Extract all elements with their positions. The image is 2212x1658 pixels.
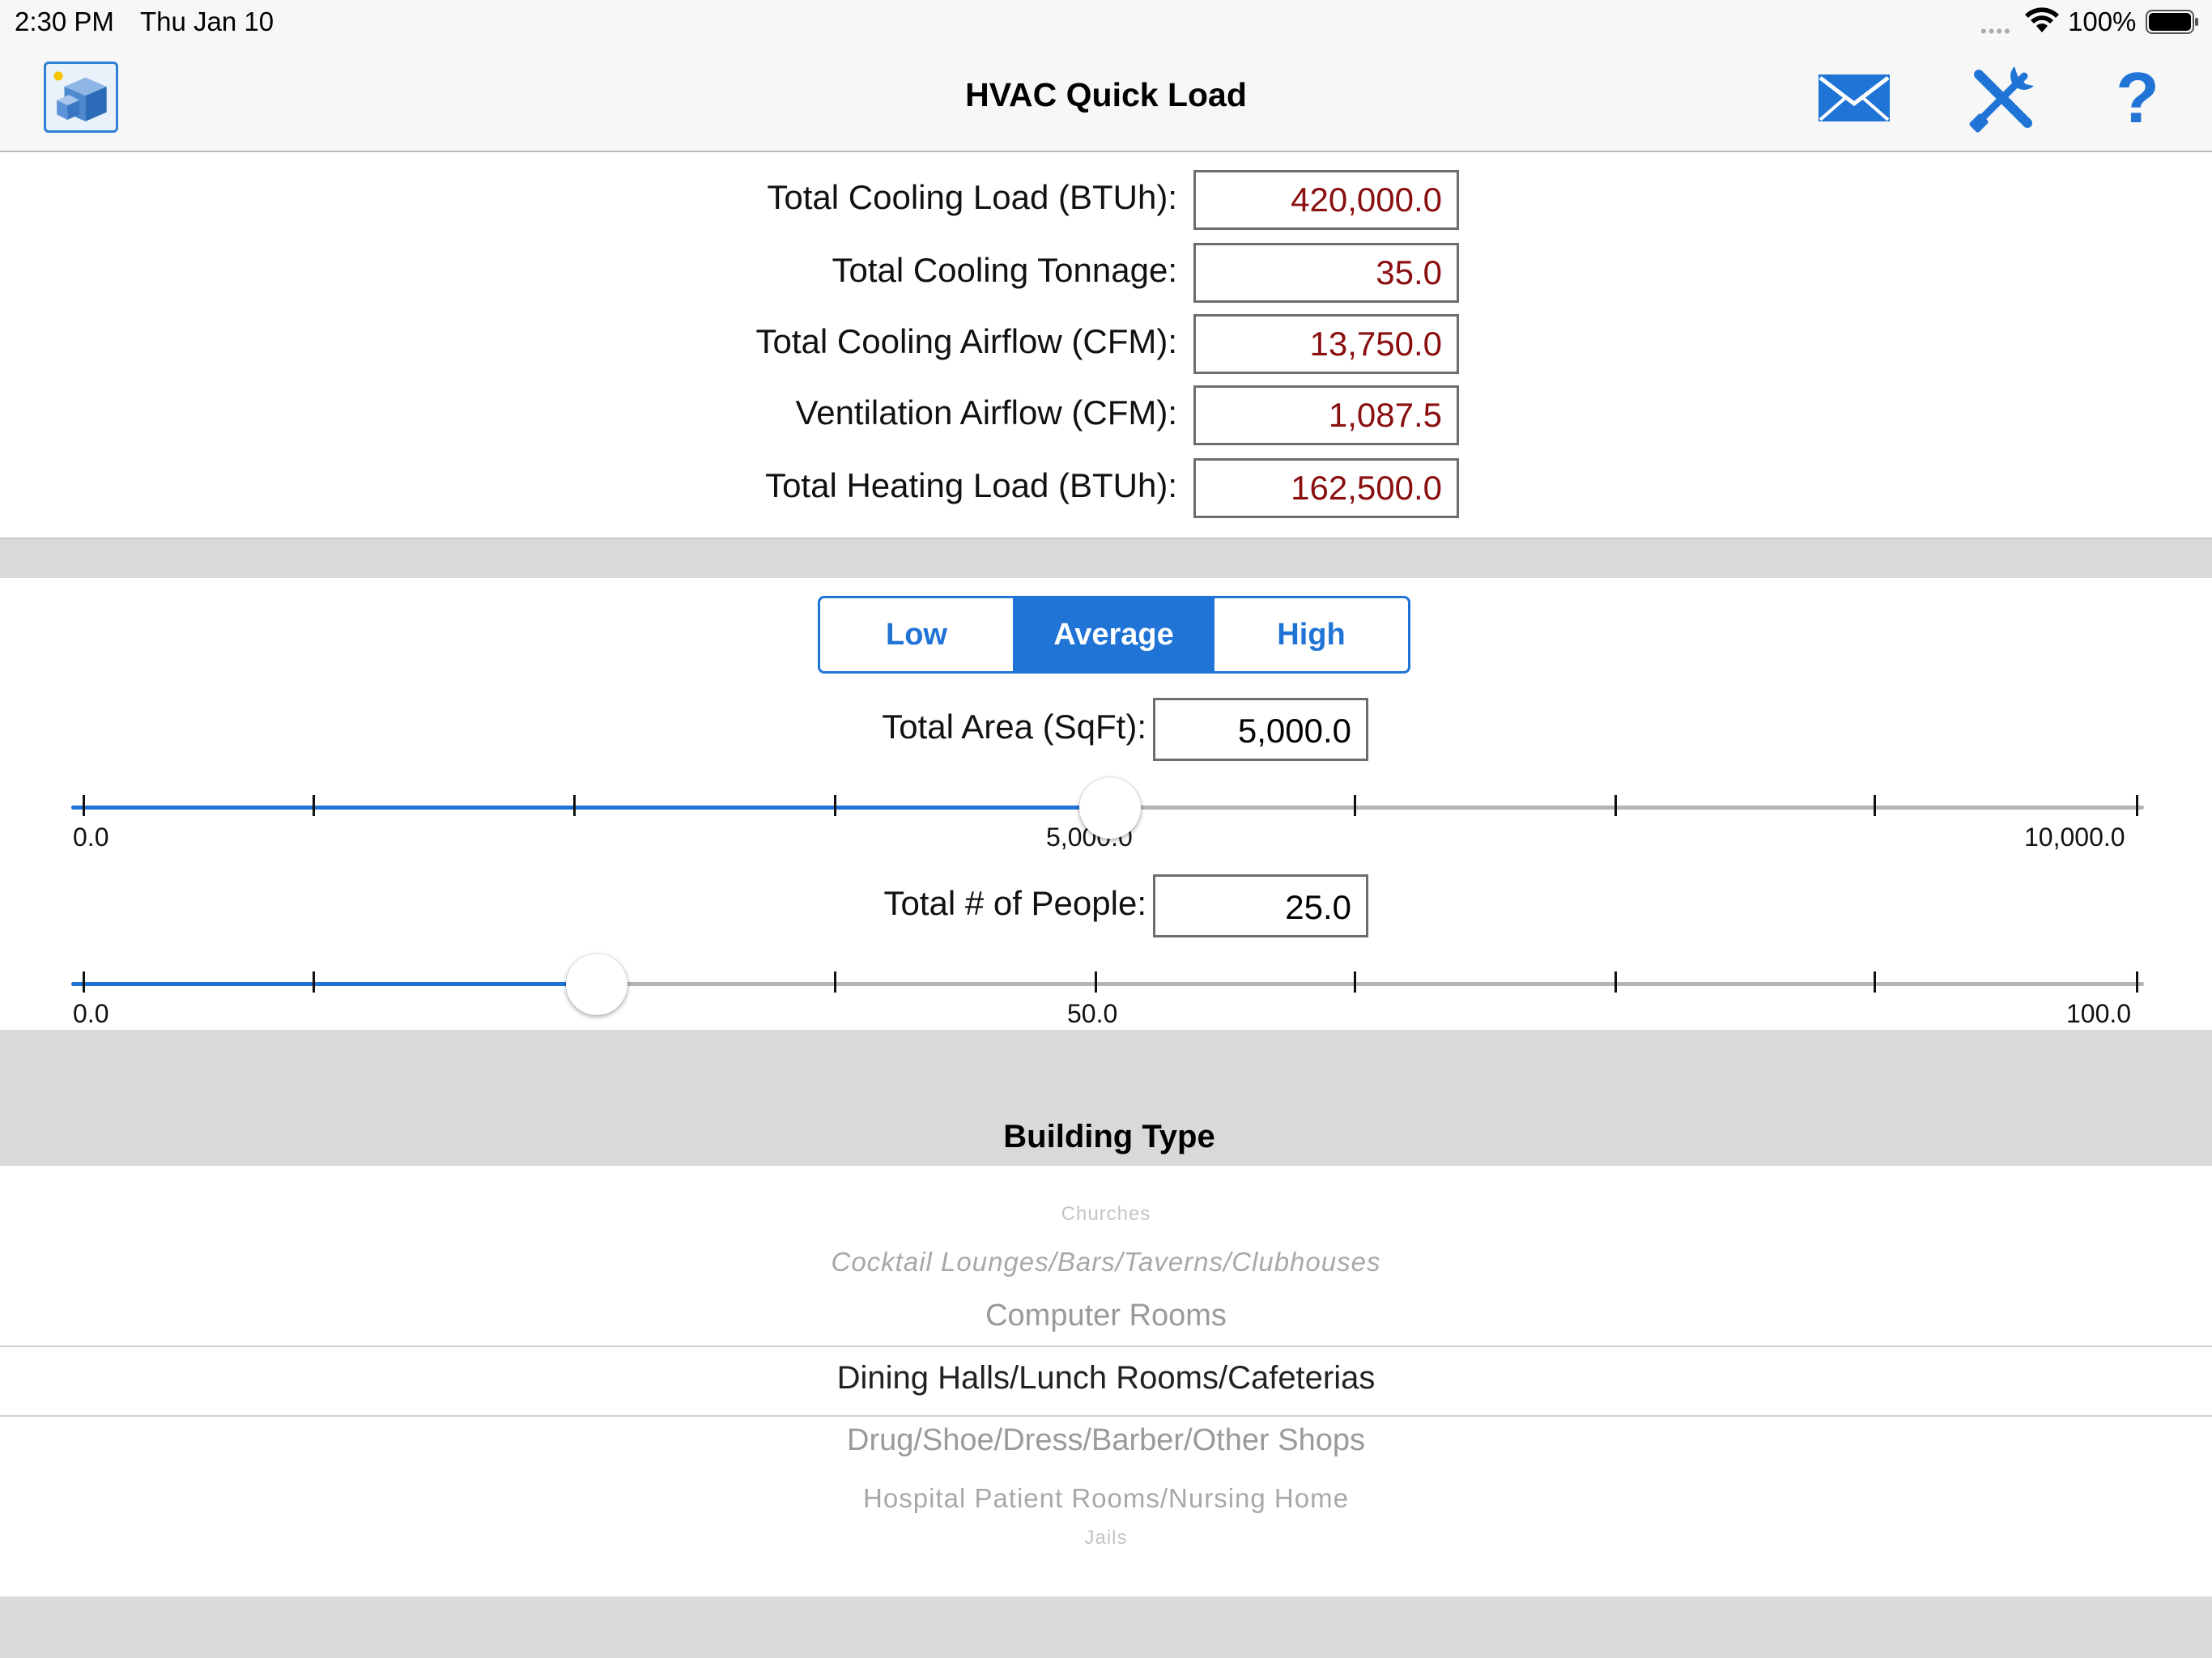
- battery-percent: 100%: [2068, 6, 2137, 36]
- picker-item[interactable]: Jails: [1084, 1527, 1128, 1549]
- result-row-cooling-airflow: Total Cooling Airflow (CFM): 13,750.0: [0, 314, 2212, 374]
- picker-item[interactable]: Drug/Shoe/Dress/Barber/Other Shops: [847, 1423, 1365, 1457]
- slider-tick: [1354, 795, 1356, 816]
- result-label: Total Cooling Airflow (CFM):: [755, 322, 1177, 360]
- battery-icon: [2146, 10, 2198, 34]
- email-button[interactable]: [1817, 71, 1891, 125]
- slider-tick: [313, 971, 315, 993]
- status-time: 2:30 PM: [15, 6, 114, 36]
- slider-fill: [71, 806, 1110, 810]
- result-row-ventilation-airflow: Ventilation Airflow (CFM): 1,087.5: [0, 385, 2212, 445]
- people-slider[interactable]: 0.0 50.0 100.0: [71, 952, 2144, 1028]
- result-value: 13,750.0: [1309, 325, 1443, 363]
- slider-min-label: 0.0: [73, 999, 109, 1028]
- slider-tick: [834, 971, 836, 993]
- slider-tick: [2136, 795, 2138, 816]
- slider-track: [71, 982, 2144, 986]
- result-label: Total Cooling Tonnage:: [832, 251, 1177, 289]
- slider-thumb[interactable]: [565, 954, 627, 1015]
- slider-fill: [71, 982, 597, 986]
- slider-tick: [1874, 971, 1876, 993]
- area-value: 5,000.0: [1237, 712, 1351, 750]
- help-button[interactable]: ?: [2116, 57, 2159, 138]
- result-field: 35.0: [1193, 243, 1459, 303]
- result-label: Total Heating Load (BTUh):: [765, 466, 1177, 504]
- slider-tick: [573, 795, 576, 816]
- status-date: Thu Jan 10: [140, 6, 274, 36]
- result-field: 13,750.0: [1193, 314, 1459, 374]
- wifi-icon: [2025, 7, 2059, 32]
- people-label: Total # of People:: [883, 884, 1146, 922]
- signal-dots-icon: ••••: [1980, 21, 2012, 41]
- page-title: HVAC Quick Load: [965, 76, 1247, 113]
- result-value: 162,500.0: [1291, 469, 1442, 507]
- app-menu-button[interactable]: [44, 62, 118, 133]
- picker-selection-row: Dining Halls/Lunch Rooms/Cafeterias: [0, 1346, 2212, 1417]
- slider-min-label: 0.0: [73, 823, 109, 852]
- slider-tick: [1354, 971, 1356, 993]
- result-row-cooling-load: Total Cooling Load (BTUh): 420,000.0: [0, 170, 2212, 230]
- result-row-cooling-tonnage: Total Cooling Tonnage: 35.0: [0, 243, 2212, 303]
- result-field: 1,087.5: [1193, 385, 1459, 445]
- segment-low[interactable]: Low: [886, 617, 947, 652]
- picker-item-selected[interactable]: Dining Halls/Lunch Rooms/Cafeterias: [836, 1360, 1376, 1396]
- slider-tick: [83, 795, 85, 816]
- building-type-picker[interactable]: Churches Cocktail Lounges/Bars/Taverns/C…: [0, 1166, 2212, 1596]
- slider-max-label: 10,000.0: [2024, 823, 2125, 852]
- result-value: 35.0: [1376, 253, 1442, 291]
- people-input[interactable]: 25.0: [1153, 874, 1368, 937]
- picker-item[interactable]: Hospital Patient Rooms/Nursing Home: [863, 1483, 1349, 1513]
- result-value: 1,087.5: [1328, 396, 1442, 434]
- settings-button[interactable]: [1967, 63, 2037, 133]
- people-value: 25.0: [1285, 888, 1351, 926]
- picker-item[interactable]: Churches: [1061, 1203, 1151, 1225]
- tools-icon: [1969, 66, 2034, 133]
- result-label: Total Cooling Load (BTUh):: [767, 178, 1177, 216]
- building-icon: [53, 71, 107, 121]
- result-field: 162,500.0: [1193, 458, 1459, 518]
- result-value: 420,000.0: [1291, 181, 1442, 219]
- navigation-bar: HVAC Quick Load ?: [0, 42, 2212, 152]
- segment-high[interactable]: High: [1212, 598, 1408, 671]
- section-divider: [0, 538, 2212, 578]
- area-slider[interactable]: 0.0 5,000.0 10,000.0: [71, 776, 2144, 852]
- building-type-header: Building Type: [0, 1030, 2212, 1166]
- envelope-icon: [1819, 74, 1890, 121]
- status-bar: 2:30 PM Thu Jan 10 •••• 100%: [0, 0, 2212, 42]
- slider-mid-label: 50.0: [1067, 999, 1118, 1028]
- result-row-heating-load: Total Heating Load (BTUh): 162,500.0: [0, 458, 2212, 518]
- slider-tick: [1874, 795, 1876, 816]
- building-type-title: Building Type: [1003, 1119, 1215, 1154]
- slider-tick: [1614, 795, 1617, 816]
- result-field: 420,000.0: [1193, 170, 1459, 230]
- load-level-segmented-control: Low Average High: [818, 596, 1410, 674]
- slider-tick: [83, 971, 85, 993]
- slider-tick: [1095, 971, 1097, 993]
- result-label: Ventilation Airflow (CFM):: [795, 393, 1177, 432]
- slider-tick: [313, 795, 315, 816]
- picker-item[interactable]: Cocktail Lounges/Bars/Taverns/Clubhouses: [831, 1247, 1381, 1277]
- slider-max-label: 100.0: [2066, 999, 2132, 1028]
- area-input[interactable]: 5,000.0: [1153, 698, 1368, 761]
- slider-tick: [2136, 971, 2138, 993]
- picker-item[interactable]: Computer Rooms: [985, 1299, 1227, 1333]
- slider-thumb[interactable]: [1079, 777, 1141, 839]
- slider-tick: [834, 795, 836, 816]
- bottom-band: [0, 1596, 2212, 1658]
- slider-tick: [1614, 971, 1617, 993]
- segment-average[interactable]: Average: [1013, 598, 1212, 671]
- area-label: Total Area (SqFt):: [882, 708, 1146, 746]
